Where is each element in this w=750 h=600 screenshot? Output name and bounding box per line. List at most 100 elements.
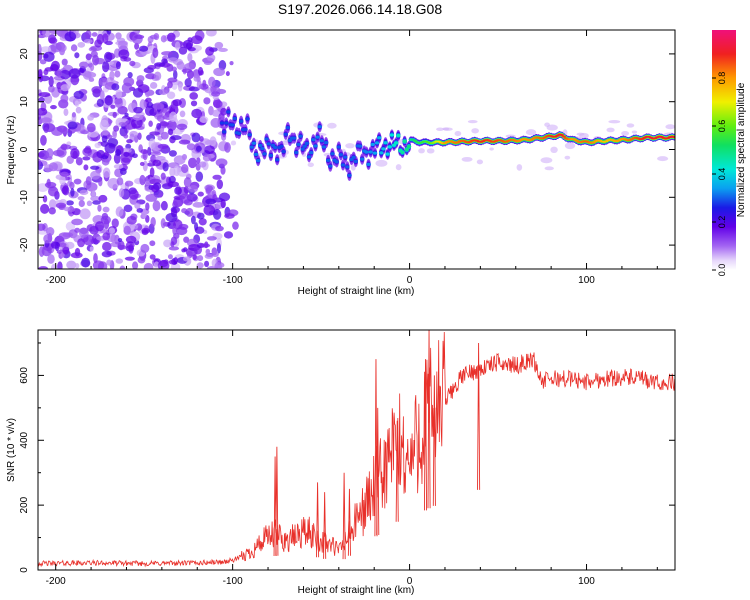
noise-blob xyxy=(176,123,188,130)
noise-blob xyxy=(205,46,215,56)
signal-segment xyxy=(255,158,261,163)
noise-blob xyxy=(119,167,127,176)
signal-segment xyxy=(300,147,305,151)
noise-blob xyxy=(75,106,82,114)
noise-blob xyxy=(213,67,226,77)
noise-blob xyxy=(172,99,182,107)
noise-blob xyxy=(169,111,178,122)
noise-blob xyxy=(142,210,147,219)
noise-blob xyxy=(187,52,193,62)
noise-blob xyxy=(140,243,150,253)
noise-blob xyxy=(224,213,235,219)
snr-spike xyxy=(423,359,428,511)
noise-blob xyxy=(38,266,49,269)
noise-blob xyxy=(79,208,91,220)
noise-blob xyxy=(38,223,46,231)
signal-segment xyxy=(364,150,369,154)
noise-blob xyxy=(104,95,113,106)
signal-segment xyxy=(260,146,265,151)
signal-segment xyxy=(372,151,378,155)
noise-blob xyxy=(307,162,314,168)
noise-blob xyxy=(204,139,215,146)
noise-blob xyxy=(57,261,63,269)
noise-blob xyxy=(143,262,154,269)
spectrogram-ytick-label: 0 xyxy=(19,146,30,152)
noise-blob xyxy=(86,200,93,207)
noise-blob xyxy=(46,227,55,236)
signal-segment xyxy=(370,142,375,147)
noise-blob xyxy=(442,127,450,131)
noise-blob xyxy=(127,72,133,78)
noise-blob xyxy=(102,241,112,252)
chart-title: S197.2026.066.14.18.G08 xyxy=(278,1,442,17)
noise-blob xyxy=(77,41,86,48)
colorbar-tick-label: 0.0 xyxy=(717,264,727,277)
noise-blob xyxy=(90,170,101,180)
noise-blob xyxy=(139,45,149,52)
noise-blob xyxy=(118,40,128,47)
noise-blob xyxy=(62,185,70,196)
noise-blob xyxy=(139,174,146,186)
noise-blob xyxy=(118,188,125,198)
signal-segment xyxy=(383,141,388,145)
noise-blob xyxy=(82,70,92,80)
colorbar-tick-label: 0.4 xyxy=(717,168,727,181)
noise-blob xyxy=(230,140,237,146)
noise-blob xyxy=(38,92,51,98)
noise-blob xyxy=(167,128,174,136)
colorbar-label: Normalized spectral amplitude xyxy=(736,82,747,217)
noise-blob xyxy=(191,35,203,45)
noise-blob xyxy=(50,42,62,53)
noise-blob xyxy=(173,257,178,265)
noise-blob xyxy=(149,167,155,178)
snr-line xyxy=(38,331,675,568)
noise-blob xyxy=(47,186,59,197)
noise-blob xyxy=(133,106,143,114)
signal-segment xyxy=(298,134,303,138)
noise-blob xyxy=(139,161,145,167)
noise-blob xyxy=(489,147,494,151)
noise-blob xyxy=(96,98,104,107)
snr-xtick-label: 0 xyxy=(407,576,413,587)
noise-blob xyxy=(195,171,204,182)
noise-blob xyxy=(150,141,163,151)
noise-blob xyxy=(157,143,169,149)
noise-blob xyxy=(48,85,55,93)
noise-blob xyxy=(191,132,201,143)
signal-segment xyxy=(268,153,274,158)
colorbar-gradient xyxy=(712,30,736,270)
noise-blob xyxy=(43,126,49,134)
noise-blob xyxy=(544,122,550,127)
noise-blob xyxy=(210,117,222,128)
noise-blob xyxy=(123,204,133,213)
signal-segment xyxy=(315,135,320,139)
noise-blob xyxy=(173,70,178,80)
noise-blob xyxy=(85,53,92,61)
noise-blob xyxy=(85,30,92,39)
noise-blob xyxy=(170,206,180,214)
noise-blob xyxy=(42,30,51,38)
noise-blob xyxy=(181,208,188,214)
noise-blob xyxy=(170,241,175,248)
noise-blob xyxy=(69,181,75,190)
noise-blob xyxy=(170,135,182,141)
signal-segment xyxy=(402,139,407,143)
snr-ylabel: SNR (10 * v/v) xyxy=(6,418,17,482)
noise-blob xyxy=(216,179,224,190)
noise-blob xyxy=(63,206,71,212)
noise-blob xyxy=(90,50,98,58)
noise-blob xyxy=(158,192,163,198)
noise-blob xyxy=(50,241,61,249)
colorbar-tick-label: 0.8 xyxy=(717,72,727,85)
noise-blob xyxy=(467,120,478,124)
noise-blob xyxy=(149,131,160,136)
noise-blob xyxy=(215,158,228,167)
noise-blob xyxy=(78,61,89,69)
noise-blob xyxy=(134,42,140,50)
noise-blob xyxy=(38,113,42,120)
signal-segment xyxy=(253,152,259,156)
noise-blob xyxy=(147,64,157,70)
noise-blob xyxy=(60,94,69,103)
noise-blob xyxy=(161,51,173,56)
signal-segment xyxy=(251,141,257,145)
